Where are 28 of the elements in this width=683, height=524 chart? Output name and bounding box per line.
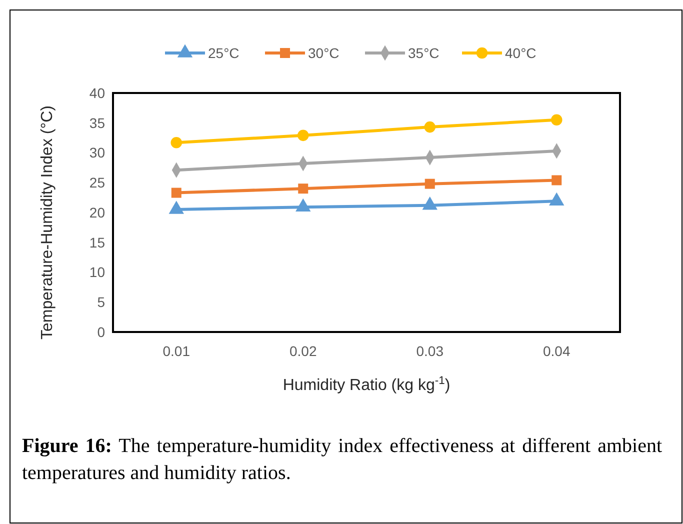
point [552, 175, 562, 186]
point [424, 121, 436, 133]
y-tick-label: 15 [89, 234, 106, 250]
point [170, 136, 182, 148]
x-tick-label: 0.02 [290, 343, 317, 359]
point [298, 184, 308, 194]
y-tick-label: 0 [97, 324, 106, 340]
legend-label: 35°C [408, 44, 440, 61]
x-tick-label: 0.03 [416, 343, 444, 359]
legend-label: 30°C [308, 44, 340, 61]
y-tick-label: 35 [89, 114, 106, 131]
point [550, 114, 562, 126]
legend-label: 25°C [208, 44, 240, 61]
point [171, 188, 182, 198]
y-axis-title: Temperature-Humidity Index (°C) [39, 105, 56, 340]
y-tick-label: 5 [97, 294, 106, 310]
caption: Figure 16: The temperature-humidity index effectiveness at different ambient temperatures and humidity ratios. [22, 435, 662, 484]
y-tick-label: 25 [89, 174, 106, 191]
x-tick-label: 0.04 [543, 343, 570, 359]
point [424, 178, 435, 189]
point [297, 130, 309, 142]
y-tick-label: 20 [89, 204, 106, 220]
x-tick-label: 0.01 [162, 343, 190, 359]
y-tick-label: 10 [89, 264, 106, 280]
y-tick-label: 40 [89, 84, 106, 101]
legend-label: 40°C [505, 44, 536, 61]
x-axis-title: Humidity Ratio (kg kg$^{-1}$) [282, 375, 450, 394]
y-tick-label: 30 [89, 144, 106, 161]
